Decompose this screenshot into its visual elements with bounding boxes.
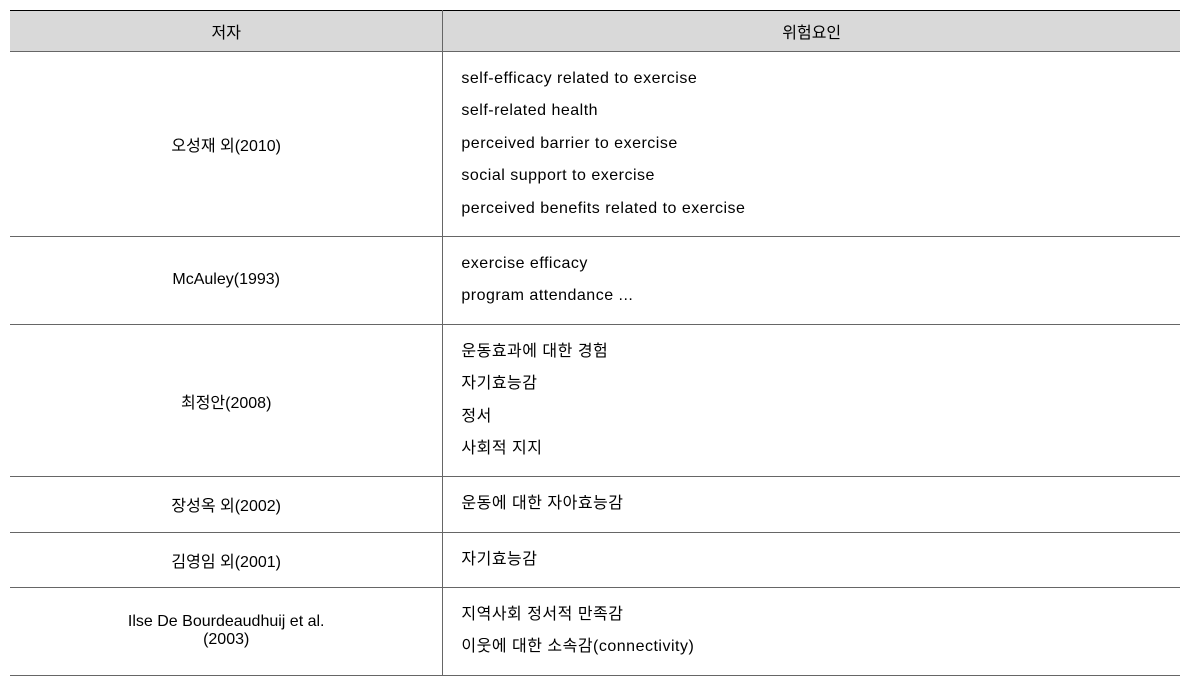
- risk-factor-line: self-efficacy related to exercise: [461, 64, 1162, 94]
- risk-factor-line: 운동에 대한 자아효능감: [461, 489, 1162, 519]
- risk-factor-line: social support to exercise: [461, 161, 1162, 191]
- col-header-author: 저자: [10, 11, 443, 52]
- table-row: 최정안(2008)운동효과에 대한 경험자기효능감정서사회적 지지: [10, 324, 1180, 477]
- risk-factor-cell: 운동에 대한 자아효능감: [443, 477, 1180, 532]
- col-header-risk-factor: 위험요인: [443, 11, 1180, 52]
- table-row: 장성옥 외(2002) 운동에 대한 자아효능감: [10, 477, 1180, 532]
- author-line: Ilse De Bourdeaudhuij et al.: [28, 613, 424, 631]
- risk-factor-line: 자기효능감: [461, 369, 1162, 399]
- risk-factor-line: 정서: [461, 402, 1162, 432]
- author-cell: 장성옥 외(2002): [10, 477, 443, 532]
- risk-factor-line: perceived barrier to exercise: [461, 129, 1162, 159]
- table-row: 김영임 외(2001) 자기효능감: [10, 532, 1180, 587]
- risk-factor-line: 지역사회 정서적 만족감: [461, 600, 1162, 630]
- author-cell: McAuley(1993): [10, 236, 443, 324]
- table-row: McAuley(1993)exercise efficacyprogram at…: [10, 236, 1180, 324]
- risk-factor-line: perceived benefits related to exercise: [461, 194, 1162, 224]
- risk-factor-line: exercise efficacy: [461, 249, 1162, 279]
- risk-factor-line: 운동효과에 대한 경험: [461, 337, 1162, 367]
- author-cell: 최정안(2008): [10, 324, 443, 477]
- risk-factor-line: self-related health: [461, 96, 1162, 126]
- table-header-row: 저자 위험요인: [10, 11, 1180, 52]
- risk-factor-line: 사회적 지지: [461, 434, 1162, 464]
- risk-factor-line: 자기효능감: [461, 545, 1162, 575]
- table-row: Ilse De Bourdeaudhuij et al.(2003)지역사회 정…: [10, 588, 1180, 676]
- author-cell: 오성재 외(2010): [10, 52, 443, 237]
- author-cell: 김영임 외(2001): [10, 532, 443, 587]
- risk-factor-line: program attendance ...: [461, 281, 1162, 311]
- author-line: (2003): [28, 631, 424, 649]
- author-cell: Ilse De Bourdeaudhuij et al.(2003): [10, 588, 443, 676]
- risk-factor-cell: self-efficacy related to exerciseself-re…: [443, 52, 1180, 237]
- table-body: 오성재 외(2010)self-efficacy related to exer…: [10, 52, 1180, 676]
- table-row: 오성재 외(2010)self-efficacy related to exer…: [10, 52, 1180, 237]
- risk-factor-cell: 운동효과에 대한 경험자기효능감정서사회적 지지: [443, 324, 1180, 477]
- risk-factor-line: 이웃에 대한 소속감(connectivity): [461, 632, 1162, 662]
- risk-factor-cell: 지역사회 정서적 만족감이웃에 대한 소속감(connectivity): [443, 588, 1180, 676]
- risk-factors-table: 저자 위험요인 오성재 외(2010)self-efficacy related…: [10, 10, 1180, 676]
- risk-factor-cell: exercise efficacyprogram attendance ...: [443, 236, 1180, 324]
- risk-factor-cell: 자기효능감: [443, 532, 1180, 587]
